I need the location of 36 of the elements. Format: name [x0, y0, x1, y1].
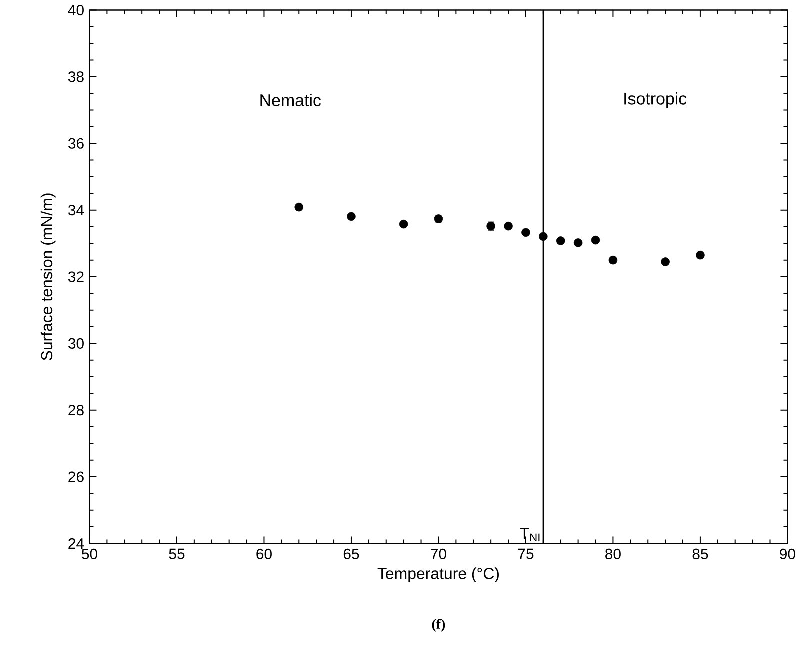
x-tick-label: 85 [692, 548, 708, 560]
x-tick-label: 70 [431, 548, 446, 560]
annotation: Nematic [260, 94, 322, 106]
x-axis-title: Temperature (°C) [378, 567, 499, 582]
x-tick-label: 90 [780, 548, 796, 560]
x-tick-label: 60 [256, 548, 272, 560]
y-tick-label: 26 [68, 472, 84, 482]
point [399, 220, 408, 229]
y-tick-label: 34 [68, 204, 84, 216]
y-tick-label: 32 [68, 272, 84, 282]
y-tick-label: 40 [68, 4, 84, 16]
point [347, 212, 356, 221]
point [591, 236, 600, 245]
y-tick-label: 30 [68, 338, 84, 349]
point [608, 256, 618, 265]
x-tick-label: 50 [82, 548, 98, 560]
point [539, 232, 548, 241]
point [661, 257, 670, 266]
ref-line-label: T$_{NI}$ [520, 528, 540, 542]
y-axis-title: Surface tension (mN/m) [40, 194, 56, 360]
point [574, 238, 583, 248]
point [556, 236, 566, 246]
x-tick-label: 75 [518, 548, 534, 560]
y-tick-label: 28 [68, 404, 84, 416]
point [522, 228, 530, 237]
point [696, 250, 705, 260]
annotation: Isotropic [624, 92, 687, 108]
text: (f) [432, 618, 446, 632]
x-tick-label: 55 [169, 548, 185, 560]
point [504, 222, 513, 231]
y-tick-label: 36 [68, 138, 84, 149]
x-tick-label: 80 [606, 548, 621, 560]
y-tick-label: 24 [68, 538, 84, 549]
y-tick-label: 38 [68, 71, 84, 82]
x-tick-label: 65 [344, 548, 360, 560]
point [294, 202, 304, 212]
